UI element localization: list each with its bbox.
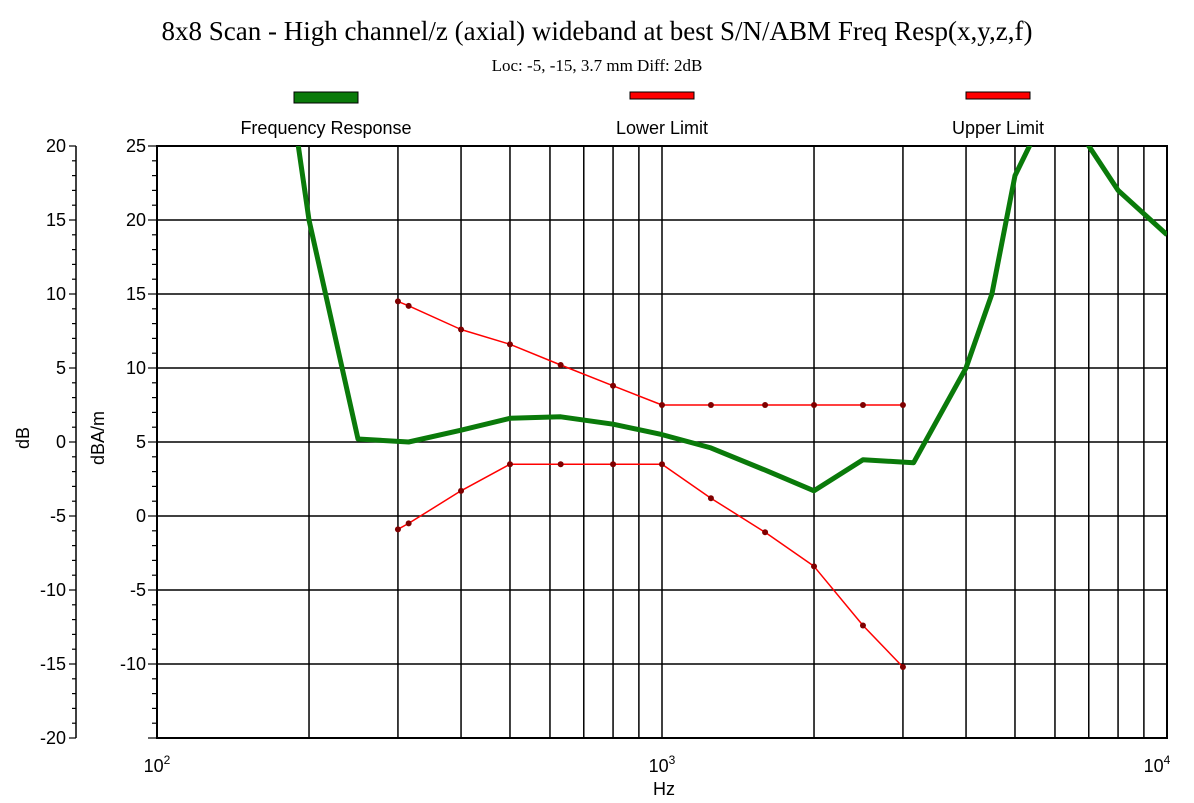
x-tick-base: 10 xyxy=(1144,756,1164,776)
left-axis-tick-label: 15 xyxy=(46,210,66,230)
series-point xyxy=(859,402,866,408)
left-axis-tick-label: 10 xyxy=(46,284,66,304)
series-point xyxy=(506,341,513,348)
right-axis-tick-label: -5 xyxy=(130,580,146,600)
legend-label: Frequency Response xyxy=(240,118,411,138)
x-tick-exponent: 3 xyxy=(669,753,676,767)
right-y-axis-label: dBA/m xyxy=(88,411,108,465)
series-point xyxy=(610,461,617,468)
series-point xyxy=(458,326,465,333)
series-point xyxy=(557,362,564,369)
left-axis-tick-label: -15 xyxy=(40,654,66,674)
x-axis: 102 103 104 xyxy=(144,753,1171,776)
series-point xyxy=(506,461,513,468)
series-point xyxy=(610,382,617,389)
series-layer xyxy=(295,146,1167,670)
series-line-1 xyxy=(397,463,904,668)
left-axis-tick-label: 5 xyxy=(56,358,66,378)
left-axis-tick-label: -5 xyxy=(50,506,66,526)
series-line-2 xyxy=(397,300,903,406)
x-tick-exponent: 4 xyxy=(1164,753,1171,767)
series-point xyxy=(811,402,818,408)
series-point xyxy=(394,526,401,533)
series-line-0 xyxy=(295,146,1167,494)
right-axis-tick-label: 15 xyxy=(126,284,146,304)
legend-swatch xyxy=(293,91,359,104)
x-axis-tick-label: 104 xyxy=(1144,753,1171,776)
legend-label: Upper Limit xyxy=(952,118,1044,138)
left-axis-tick-label: -10 xyxy=(40,580,66,600)
left-y-axis: 20 15 10 5 0 -5 -10 -15 -20 xyxy=(40,136,77,748)
legend-swatch xyxy=(629,91,695,100)
x-tick-base: 10 xyxy=(649,756,669,776)
series-point xyxy=(458,487,465,494)
x-tick-base: 10 xyxy=(144,756,164,776)
series-point xyxy=(707,495,714,502)
series-point xyxy=(899,402,906,408)
series-point xyxy=(394,298,401,305)
series-point xyxy=(859,622,866,629)
right-y-axis: 25 20 15 10 5 0 -5 -10 xyxy=(120,136,157,739)
left-axis-tick-label: 0 xyxy=(56,432,66,452)
series-point xyxy=(811,563,818,570)
series-point xyxy=(659,461,665,468)
legend: Frequency Response Lower Limit Upper Limit xyxy=(240,91,1044,138)
series-point xyxy=(707,402,714,408)
left-y-axis-label: dB xyxy=(13,427,33,449)
series-point xyxy=(659,402,665,408)
right-axis-tick-label: 25 xyxy=(126,136,146,156)
x-tick-exponent: 2 xyxy=(164,753,171,767)
series-point xyxy=(899,663,906,670)
right-axis-tick-label: 0 xyxy=(136,506,146,526)
left-axis-tick-label: 20 xyxy=(46,136,66,156)
chart-subtitle: Loc: -5, -15, 3.7 mm Diff: 2dB xyxy=(492,56,703,75)
series-point xyxy=(762,402,769,408)
right-axis-tick-label: 20 xyxy=(126,210,146,230)
x-axis-tick-label: 103 xyxy=(649,753,676,776)
x-axis-label: Hz xyxy=(653,779,675,799)
legend-label: Lower Limit xyxy=(616,118,708,138)
series-point xyxy=(557,461,564,468)
chart-title: 8x8 Scan - High channel/z (axial) wideba… xyxy=(161,16,1032,46)
x-axis-tick-label: 102 xyxy=(144,753,171,776)
legend-swatch xyxy=(965,91,1031,100)
right-axis-tick-label: 10 xyxy=(126,358,146,378)
series-point xyxy=(405,302,412,309)
grid xyxy=(156,145,1168,739)
right-axis-tick-label: 5 xyxy=(136,432,146,452)
left-axis-tick-label: -20 xyxy=(40,728,66,748)
series-point xyxy=(762,529,769,536)
series-point xyxy=(405,520,412,527)
right-axis-tick-label: -10 xyxy=(120,654,146,674)
